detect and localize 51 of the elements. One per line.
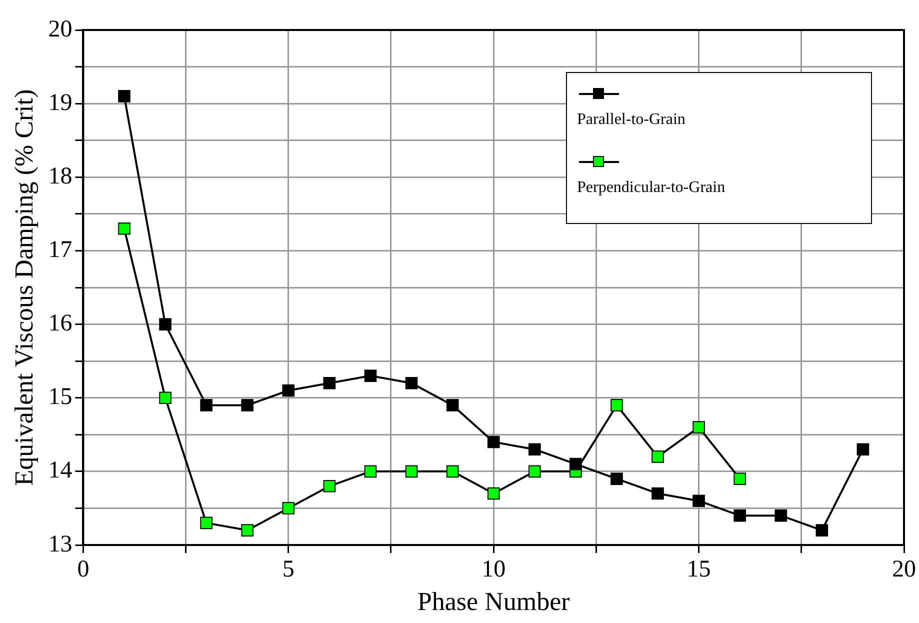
point (816, 524, 828, 536)
point (159, 392, 172, 404)
point (774, 509, 788, 522)
point (734, 509, 746, 522)
y-tick-label: 17 (48, 237, 72, 264)
y-tick-label: 19 (48, 90, 72, 116)
point (405, 376, 418, 390)
y-tick-label: 16 (48, 310, 72, 337)
y-tick-label: 18 (48, 163, 72, 190)
point (200, 399, 212, 412)
point (159, 318, 172, 330)
point (528, 465, 541, 478)
point (241, 399, 254, 412)
point (118, 90, 130, 102)
point (405, 465, 418, 478)
point (282, 502, 295, 514)
point (200, 516, 212, 530)
point (487, 436, 500, 448)
x-tick-label: 5 (282, 556, 294, 583)
point (692, 421, 705, 434)
point (610, 399, 623, 412)
point (652, 487, 664, 500)
point (282, 384, 295, 397)
point (323, 480, 336, 492)
x-axis-title: Phase Number (417, 587, 570, 616)
point (652, 450, 664, 463)
point (241, 524, 254, 536)
point (446, 465, 459, 478)
point (692, 494, 705, 508)
x-tick-label: 0 (77, 556, 90, 583)
point (487, 487, 500, 500)
point (364, 465, 377, 478)
point (856, 443, 870, 456)
point (528, 443, 541, 456)
x-tick-label: 15 (686, 556, 711, 583)
legend-label: Parallel-to-Grain (577, 111, 686, 129)
y-tick-label: 20 (48, 16, 72, 42)
y-tick-label: 13 (48, 531, 72, 558)
point (446, 399, 459, 412)
y-tick-label: 14 (48, 458, 72, 484)
point (364, 370, 377, 382)
y-axis-title: Equivalent Viscous Damping (% Crit) (9, 89, 38, 486)
y-tick-label: 15 (48, 384, 72, 410)
x-tick-label: 20 (892, 556, 916, 583)
x-tick-label: 10 (482, 556, 506, 583)
point (118, 222, 130, 235)
point (610, 472, 623, 485)
point (323, 376, 336, 390)
point (570, 458, 582, 470)
point (734, 472, 746, 485)
legend-label: Perpendicular-to-Grain (577, 179, 726, 197)
